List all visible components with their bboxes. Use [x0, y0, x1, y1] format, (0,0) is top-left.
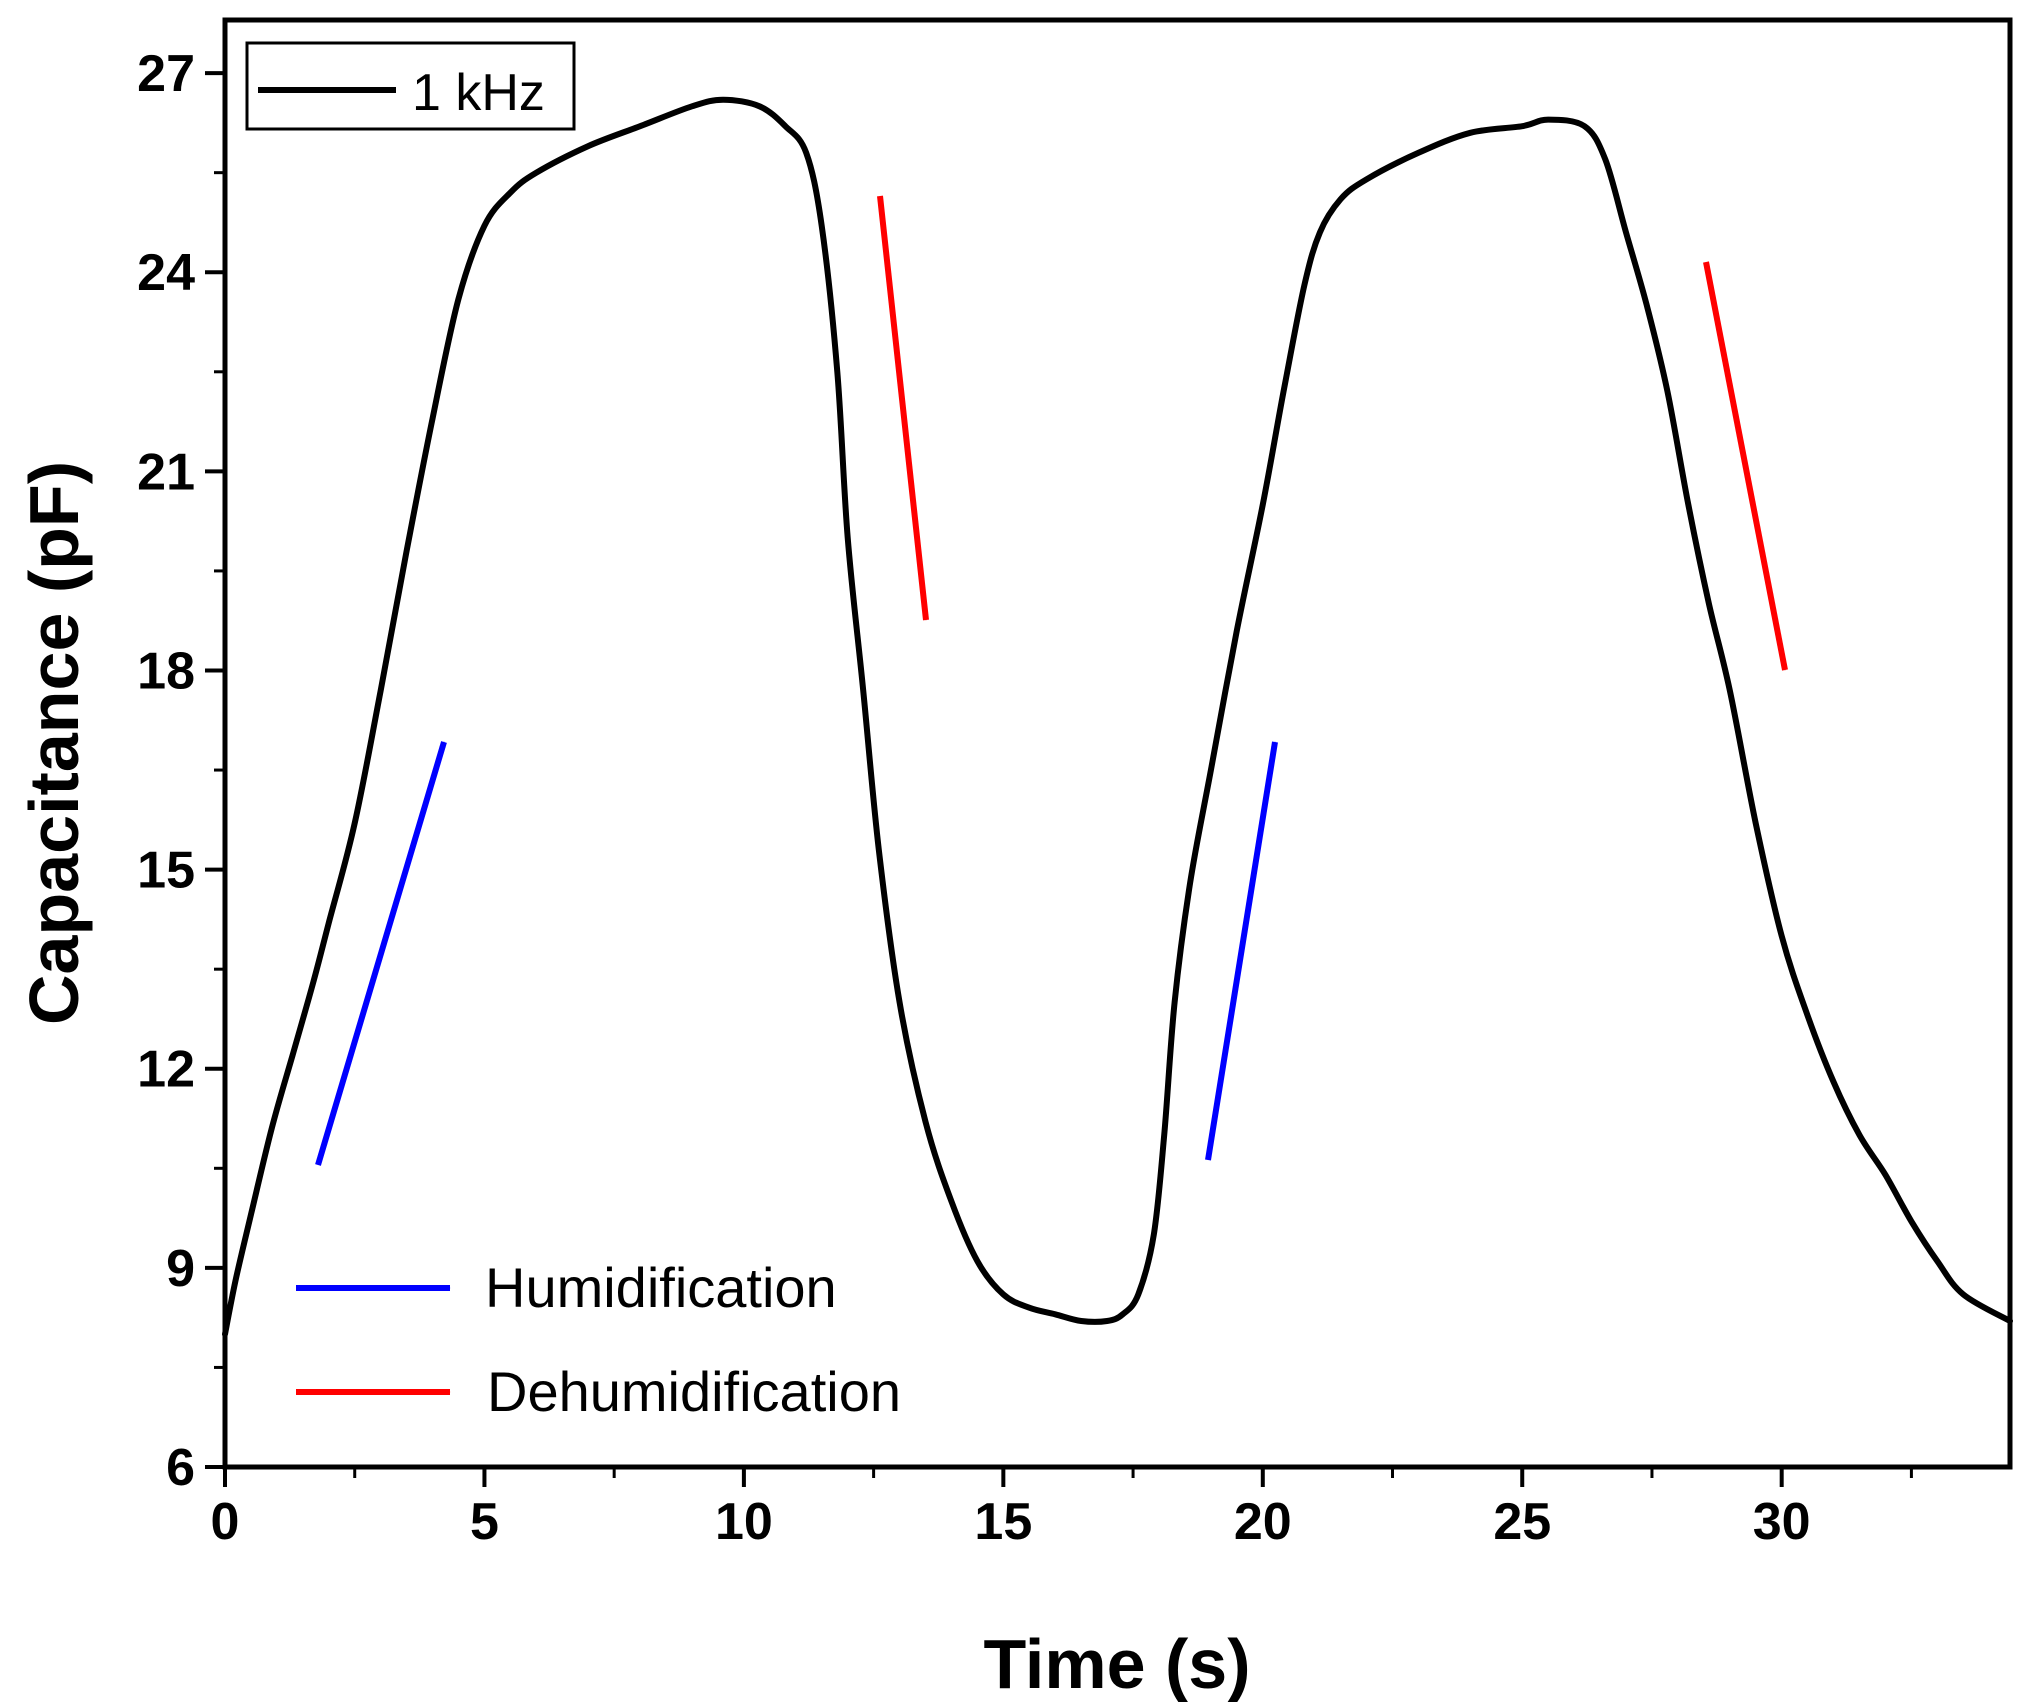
humidification-label: Humidification	[485, 1256, 837, 1319]
x-axis-title: Time (s)	[983, 1625, 1250, 1702]
legend: 1 kHz	[245, 41, 576, 131]
x-tick-label: 5	[470, 1493, 499, 1551]
x-tick-label: 10	[715, 1493, 773, 1551]
y-tick-label: 12	[137, 1041, 195, 1099]
x-tick-label: 30	[1753, 1493, 1811, 1551]
dehumidification-arrow-1	[877, 195, 929, 621]
humidification-arrow-1	[315, 741, 447, 1166]
y-tick-label: 24	[137, 244, 195, 302]
x-tick-label: 0	[211, 1493, 240, 1551]
dehumidification-arrow-2	[1703, 261, 1788, 671]
x-tick-label: 20	[1234, 1493, 1292, 1551]
y-tick-label: 9	[166, 1240, 195, 1298]
ticks-layer	[205, 71, 1913, 1487]
plot-area-frame	[222, 17, 2013, 1470]
tick-labels-layer: 0 5 10 15 20 25 30 6 9 12 15 18 21 24 27	[137, 45, 1810, 1551]
x-tick-label: 25	[1493, 1493, 1551, 1551]
y-tick-label: 18	[137, 642, 195, 700]
legend-label: 1 kHz	[412, 64, 545, 122]
humidification-arrow-2	[1205, 741, 1278, 1161]
y-tick-label: 15	[137, 842, 195, 900]
y-tick-label: 6	[166, 1439, 195, 1497]
dehumidification-label: Dehumidification	[487, 1360, 901, 1423]
y-tick-label: 21	[137, 443, 195, 501]
y-tick-label: 27	[137, 45, 195, 103]
legend-box	[245, 41, 576, 131]
series-line-1khz	[222, 96, 2013, 1338]
x-tick-label: 15	[974, 1493, 1032, 1551]
y-axis-title: Capacitance (pF)	[15, 461, 93, 1025]
